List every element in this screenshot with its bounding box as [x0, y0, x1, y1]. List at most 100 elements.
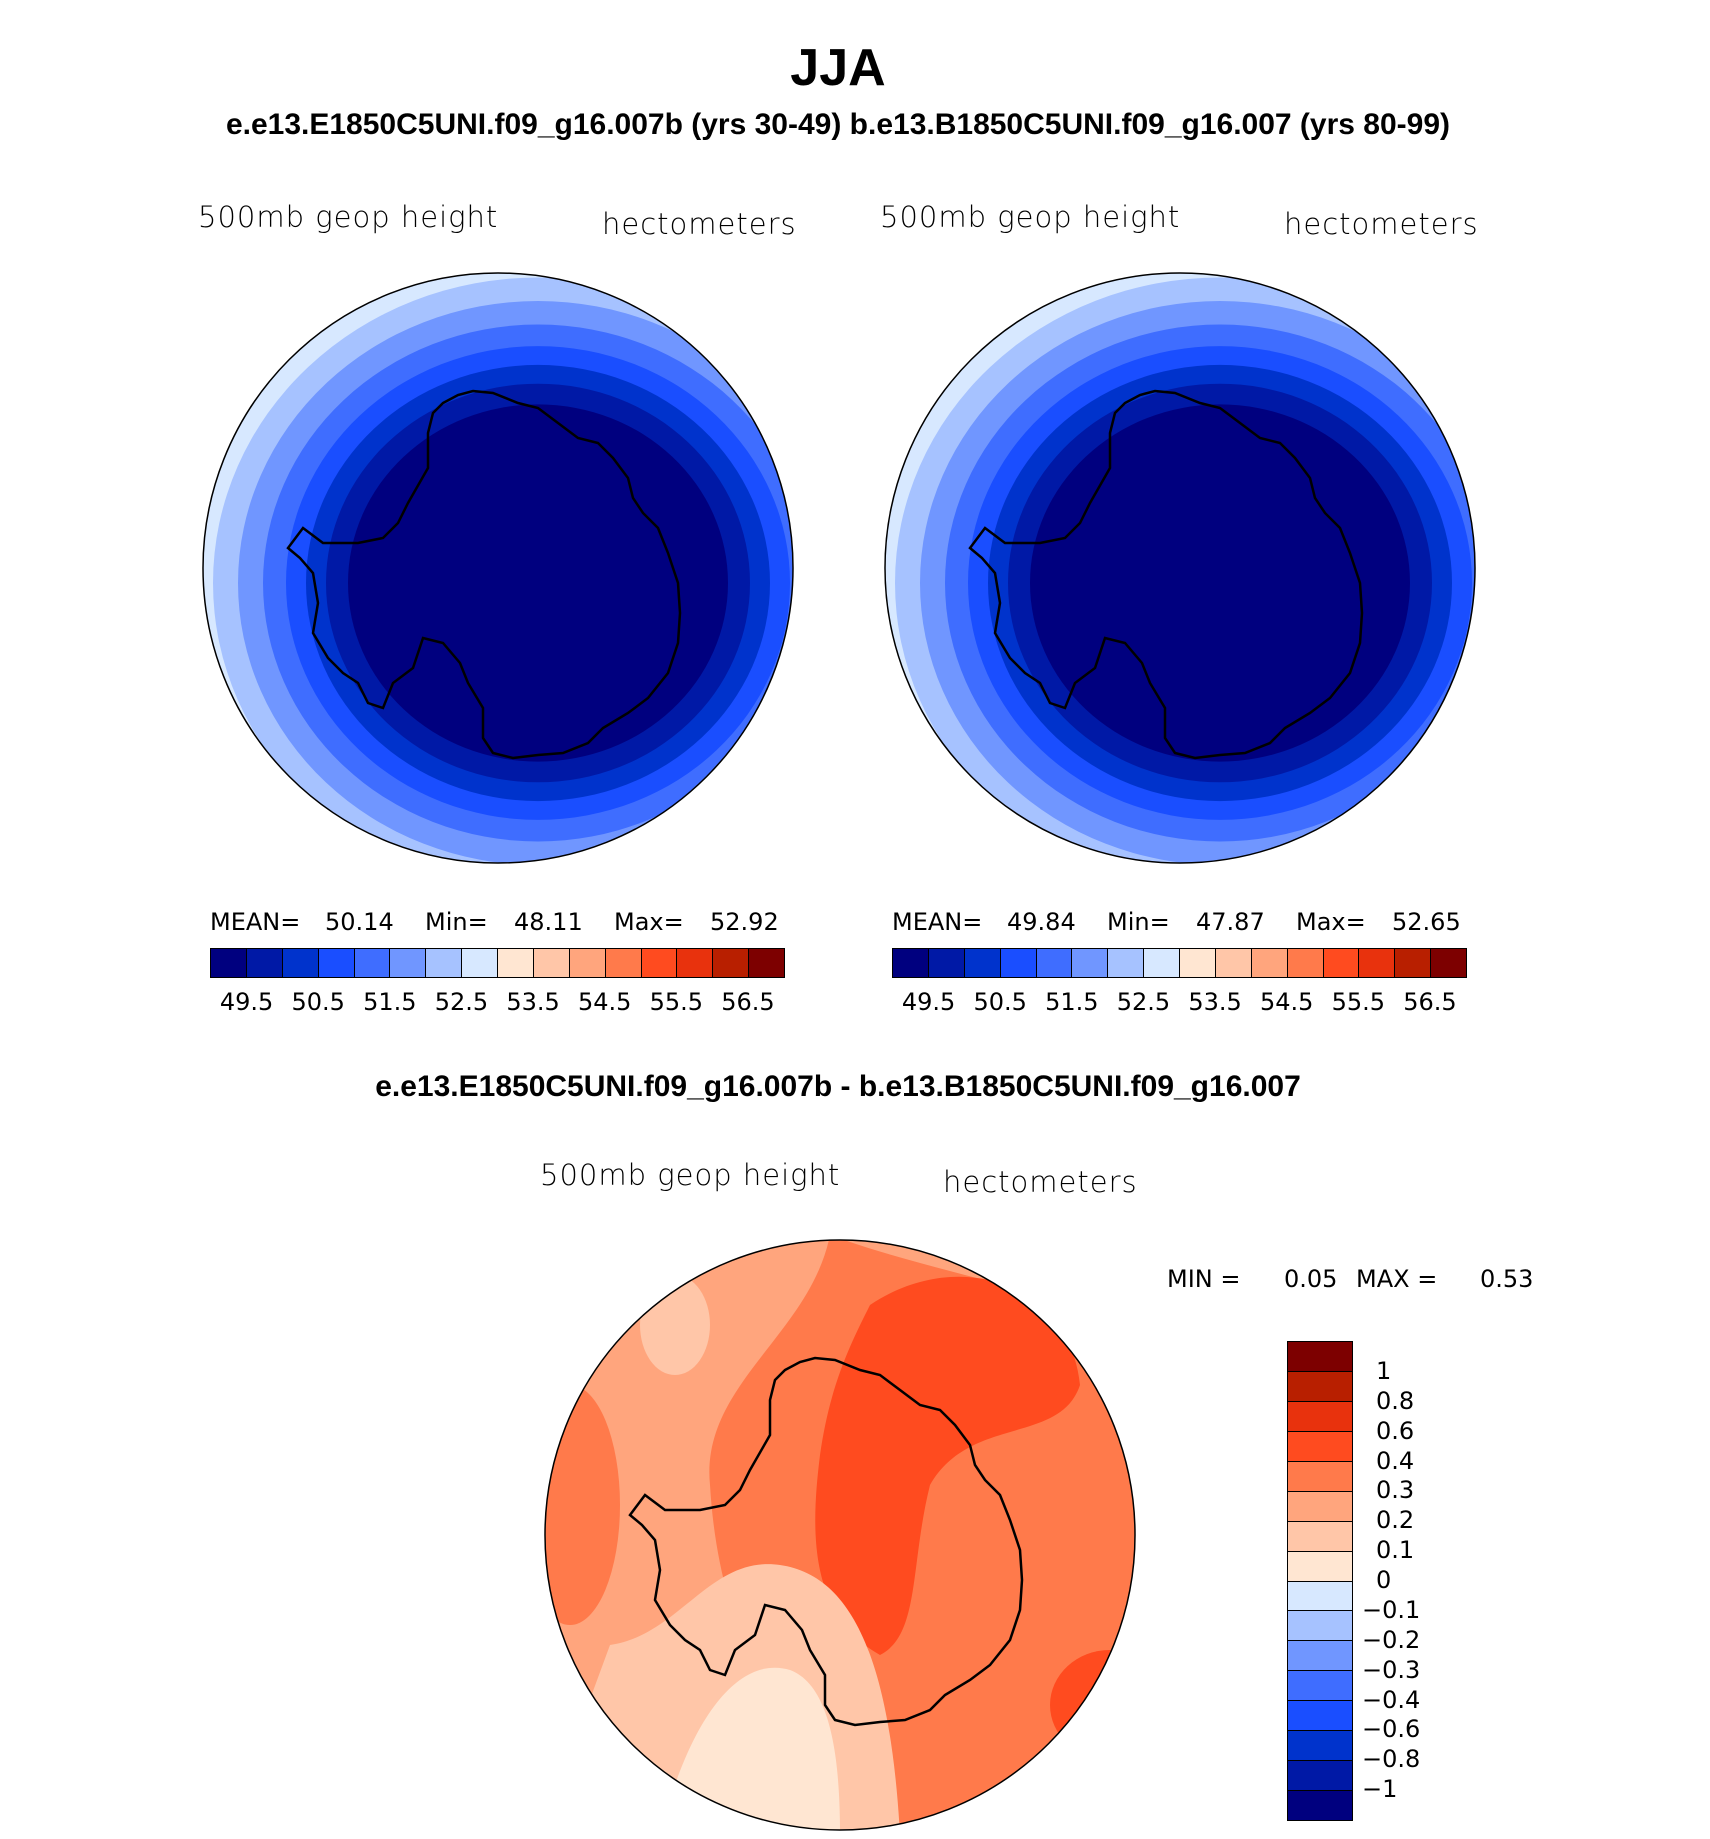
panel2-map-border [884, 272, 1476, 864]
colorbar-swatch [390, 949, 427, 977]
diff-colorbar [1287, 1341, 1353, 1821]
colorbar-swatch [1288, 1731, 1352, 1762]
colorbar-swatch [1288, 1431, 1352, 1462]
colorbar-swatch [1288, 1521, 1352, 1552]
colorbar-tick-label: 56.5 [1403, 988, 1457, 1016]
colorbar-swatch [1215, 949, 1252, 977]
colorbar-swatch [1288, 1551, 1352, 1582]
colorbar-tick-label: 54.5 [1259, 988, 1314, 1016]
diff-colorbar-ticks: 1 0.8 0.6 0.4 0.3 0.2 0.1 0 −0.1 −0.2 −0.3 −0.4 −0.6… [1362, 1341, 1462, 1819]
colorbar-swatch [1251, 949, 1288, 977]
panel2-min-label: Min= [1107, 908, 1170, 936]
colorbar-swatch [713, 949, 750, 977]
colorbar-swatch [1288, 1581, 1352, 1612]
panel1-field-label: 500mb geop height [198, 200, 499, 234]
colorbar-tick-label: 49.5 [219, 988, 274, 1016]
colorbar-swatch [318, 949, 355, 977]
colorbar-swatch [677, 949, 714, 977]
colorbar-swatch [569, 949, 606, 977]
map-band [1030, 404, 1410, 762]
panel2-field-label: 500mb geop height [880, 200, 1181, 234]
colorbar-swatch [211, 949, 247, 977]
colorbar-tick-label: 51.5 [1045, 988, 1099, 1016]
colorbar-swatch [1288, 1342, 1352, 1372]
panel1-max-value: 52.92 [710, 908, 779, 936]
colorbar-tick-label: 49.5 [901, 988, 956, 1016]
colorbar-swatch [1323, 949, 1360, 977]
panel2-colorbar-ticks: 49.5 50.5 51.5 52.5 53.5 54.5 55.5 56.5 [892, 988, 1465, 1018]
colorbar-tick-label: −1 [1362, 1775, 1398, 1804]
panel2-max-value: 52.65 [1392, 908, 1461, 936]
colorbar-swatch [928, 949, 965, 977]
colorbar-swatch [1288, 1671, 1352, 1702]
colorbar-tick-label: 0 [1376, 1566, 1392, 1594]
colorbar-tick-label: 53.5 [1188, 988, 1242, 1016]
panel1-colorbar-ticks: 49.5 50.5 51.5 52.5 53.5 54.5 55.5 56.5 [210, 988, 783, 1018]
colorbar-tick-label: 52.5 [1116, 988, 1171, 1016]
colorbar-swatch [1288, 1641, 1352, 1672]
colorbar-tick-label: 56.5 [721, 988, 775, 1016]
colorbar-tick-label: 1 [1376, 1356, 1392, 1385]
panel1-colorbar [210, 948, 785, 978]
colorbar-swatch [1288, 1401, 1352, 1432]
colorbar-tick-label: 0.3 [1376, 1476, 1415, 1505]
colorbar-tick-label: 55.5 [649, 988, 703, 1016]
diff-min-label: MIN = [1167, 1265, 1241, 1293]
colorbar-tick-label: −0.3 [1362, 1655, 1421, 1684]
colorbar-tick-label: 51.5 [363, 988, 417, 1016]
colorbar-tick-label: 55.5 [1331, 988, 1385, 1016]
colorbar-swatch [1287, 949, 1324, 977]
colorbar-swatch [964, 949, 1001, 977]
map-band [660, 1667, 840, 1830]
colorbar-tick-label: −0.6 [1362, 1715, 1421, 1744]
colorbar-tick-label: 50.5 [973, 988, 1027, 1016]
colorbar-tick-label: 0.8 [1376, 1386, 1415, 1415]
diff-min-value: 0.05 [1284, 1265, 1338, 1293]
colorbar-swatch [462, 949, 498, 977]
panel1-min-label: Min= [425, 908, 488, 936]
diff-field-label: 500mb geop height [540, 1158, 841, 1192]
panel2-map [884, 272, 1476, 864]
panel2-max-label: Max= [1296, 908, 1366, 936]
colorbar-swatch [1072, 949, 1109, 977]
colorbar-swatch [1036, 949, 1073, 977]
colorbar-tick-label: −0.2 [1362, 1625, 1421, 1654]
colorbar-swatch [1431, 949, 1466, 977]
colorbar-tick-label: 53.5 [506, 988, 560, 1016]
colorbar-swatch [1288, 1611, 1352, 1642]
diff-max-label: MAX = [1356, 1265, 1438, 1293]
colorbar-swatch [498, 949, 534, 977]
panel1-units-label: hectometers [602, 207, 797, 241]
colorbar-swatch [1288, 1461, 1352, 1492]
colorbar-tick-label: 52.5 [434, 988, 489, 1016]
panel1-min-value: 48.11 [514, 908, 583, 936]
colorbar-tick-label: 0.4 [1376, 1446, 1415, 1475]
colorbar-swatch [1180, 949, 1216, 977]
panel2-mean-value: 49.84 [1007, 908, 1076, 936]
panel1-max-label: Max= [614, 908, 684, 936]
colorbar-swatch [354, 949, 391, 977]
map-band [1050, 1650, 1135, 1760]
colorbar-swatch [893, 949, 929, 977]
map-band [815, 1276, 1080, 1655]
colorbar-swatch [426, 949, 463, 977]
diff-map [544, 1239, 1136, 1831]
map-band [348, 404, 728, 762]
panel2-mean-label: MEAN= [892, 908, 983, 936]
panel2-min-value: 47.87 [1196, 908, 1265, 936]
colorbar-tick-label: −0.8 [1362, 1745, 1421, 1774]
figure-title: JJA [790, 39, 886, 97]
colorbar-tick-label: 50.5 [291, 988, 345, 1016]
colorbar-swatch [533, 949, 570, 977]
panel1-mean-value: 50.14 [325, 908, 394, 936]
panel1-map [202, 272, 794, 864]
colorbar-swatch [1288, 1761, 1352, 1792]
panel1-map-border [202, 272, 794, 864]
diff-units-label: hectometers [943, 1165, 1138, 1199]
colorbar-tick-label: 0.1 [1376, 1536, 1415, 1565]
panel1-mean-label: MEAN= [210, 908, 301, 936]
colorbar-swatch [1000, 949, 1037, 977]
colorbar-swatch [641, 949, 678, 977]
colorbar-tick-label: 0.2 [1376, 1506, 1415, 1535]
colorbar-tick-label: 0.6 [1376, 1416, 1415, 1445]
